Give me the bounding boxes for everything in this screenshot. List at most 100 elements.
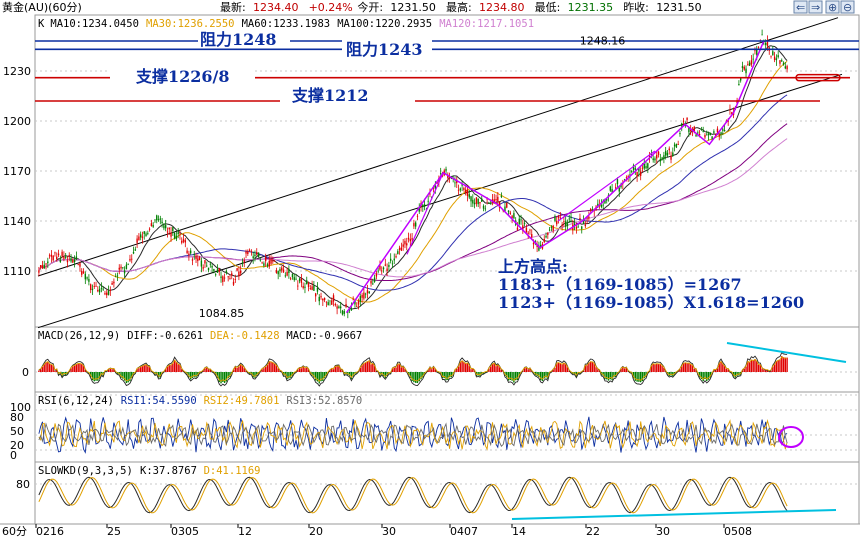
candle-body: [743, 66, 745, 70]
candle-body: [131, 258, 133, 260]
candle-body: [307, 283, 310, 288]
candle-body: [681, 123, 683, 127]
scroll-right-button[interactable]: [808, 0, 823, 14]
candle-body: [625, 177, 628, 179]
candle-body: [104, 293, 106, 295]
x-tick-label: 0407: [450, 525, 478, 538]
candle-body: [488, 203, 490, 204]
candle-body: [695, 134, 697, 137]
candle-body: [39, 265, 42, 268]
candle-body: [95, 285, 97, 287]
candle-body: [270, 259, 272, 264]
candle-body: [414, 222, 417, 227]
candle-body: [632, 165, 635, 170]
scroll-left-button[interactable]: [793, 0, 808, 14]
candle-body: [525, 228, 528, 233]
rsi3-line: [38, 422, 788, 447]
level-label-bg: [342, 40, 432, 60]
candle-body: [557, 216, 560, 218]
candle-body: [720, 132, 722, 134]
candle-body: [229, 278, 231, 279]
annotation-line-1: 上方高点:: [498, 257, 568, 276]
level-label: 支撑1212: [291, 86, 369, 105]
candle-body: [286, 271, 288, 276]
candle-body: [588, 216, 590, 219]
candle-body: [125, 264, 128, 270]
candle-body: [222, 276, 224, 283]
candle-body: [757, 47, 760, 48]
zoom-in-button[interactable]: [825, 0, 840, 14]
candle-body: [559, 217, 562, 219]
candle-body: [225, 271, 228, 274]
candle-body: [234, 279, 237, 280]
candle-body: [638, 168, 640, 172]
panel-value: DIFF:-0.6261: [127, 330, 203, 342]
level-label-bg: [110, 67, 255, 87]
x-axis-ticks: 0216 25 0305 12 20 30 0407 14 22 30 0508: [35, 524, 752, 538]
toolbar-buttons: ⇐ ⇒ ⊕ ⊖: [793, 0, 855, 14]
candle-body: [602, 204, 604, 206]
candle-body: [498, 202, 501, 209]
candle-body: [48, 255, 51, 257]
candle-body: [356, 305, 358, 307]
candle-body: [563, 221, 565, 223]
candle-body: [481, 198, 483, 202]
candle-body: [750, 60, 753, 65]
quote-label: 最高:: [446, 0, 472, 14]
candle-body: [457, 189, 460, 191]
candle-body: [636, 171, 638, 177]
candle-body: [72, 259, 74, 263]
candle-body: [472, 199, 474, 204]
quote-value: 1234.40: [253, 1, 299, 14]
candle-body: [68, 255, 70, 256]
candle-body: [289, 278, 292, 280]
quote-label: 今开:: [357, 0, 383, 14]
panel-value: DEA:-0.1428: [210, 330, 280, 342]
candle-body: [343, 311, 345, 314]
candle-body: [338, 306, 340, 309]
candle-body: [473, 202, 476, 205]
candle-body: [79, 263, 81, 267]
panel-value: MA30:1236.2550: [146, 18, 235, 30]
candle-body: [84, 273, 87, 280]
candle-body: [216, 269, 219, 273]
candle-body: [413, 223, 415, 227]
zoom-out-button[interactable]: [840, 0, 855, 14]
candle-body: [429, 193, 431, 195]
x-tick-label: 22: [586, 525, 600, 538]
candle-body: [275, 270, 278, 273]
quote-value: 1231.50: [390, 1, 436, 14]
x-tick-label: 14: [512, 525, 526, 538]
candle-body: [223, 277, 226, 279]
candle-body: [191, 259, 194, 261]
candle-body: [748, 62, 751, 66]
candle-body: [170, 232, 172, 237]
candle-body: [597, 203, 599, 206]
candle-body: [198, 257, 201, 261]
candle-body: [556, 220, 558, 225]
candle-body: [509, 212, 512, 215]
candle-body: [214, 274, 217, 276]
candle-body: [663, 155, 665, 159]
candle-body: [288, 268, 290, 273]
candle-body: [432, 187, 435, 189]
candle-body: [116, 275, 119, 277]
candle-body: [297, 285, 299, 287]
candle-body: [673, 144, 676, 147]
candle-body: [161, 221, 163, 224]
candle-body: [672, 152, 674, 156]
candle-body: [252, 256, 254, 259]
panel-value: K:37.8767: [140, 465, 197, 477]
quote-value: 1234.80: [479, 1, 525, 14]
macd-series: [38, 342, 847, 387]
candle-body: [373, 277, 376, 282]
rsi-tick-label: 0: [10, 449, 17, 462]
panel-value: MA60:1233.1983: [242, 18, 331, 30]
panel-value: RSI3:52.8570: [286, 395, 362, 407]
candle-body: [318, 296, 320, 302]
candle-body: [350, 308, 353, 311]
candle-body: [382, 267, 385, 270]
candle-body: [513, 213, 515, 219]
candle-body: [357, 300, 360, 305]
